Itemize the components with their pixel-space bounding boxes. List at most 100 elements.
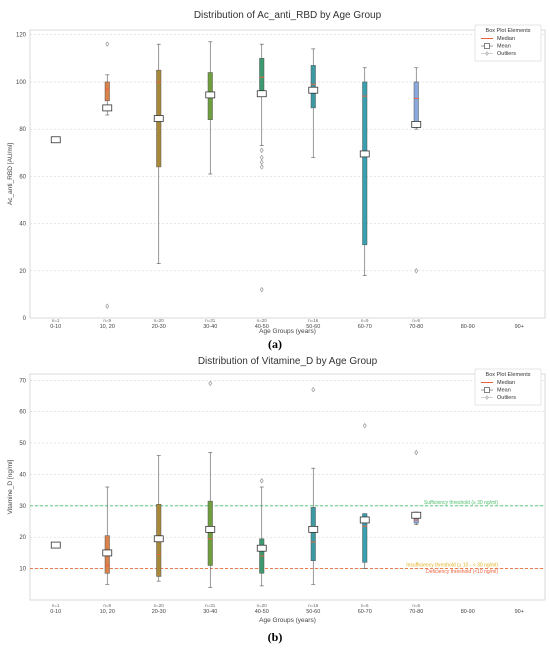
mean-marker bbox=[50, 136, 61, 144]
outlier-point bbox=[105, 303, 110, 309]
sample-count-label: n=6 bbox=[412, 603, 420, 608]
box-iqr bbox=[362, 513, 368, 563]
y-axis-label: Ac_anti_RBD [AU/ml] bbox=[7, 143, 14, 205]
sample-count-label: n=9 bbox=[103, 318, 111, 323]
box-group bbox=[102, 486, 113, 585]
mean-marker bbox=[411, 511, 422, 519]
legend-title: Box Plot Elements bbox=[486, 28, 531, 34]
box-group bbox=[153, 43, 164, 265]
mean-marker bbox=[102, 549, 113, 557]
x-tick-label: 10, 20 bbox=[100, 324, 115, 330]
x-tick-label: 80-90 bbox=[461, 609, 475, 615]
legend-outlier-swatch bbox=[485, 395, 489, 400]
legend-item-label: Median bbox=[497, 36, 515, 42]
legend-item-label: Mean bbox=[497, 44, 511, 50]
y-tick-label: 100 bbox=[16, 80, 27, 86]
mean-marker bbox=[205, 91, 216, 99]
box-group bbox=[50, 136, 61, 144]
legend-item-label: Outliers bbox=[497, 51, 516, 57]
x-tick-label: 60-70 bbox=[358, 324, 372, 330]
mean-marker bbox=[50, 541, 61, 549]
legend-outlier-swatch bbox=[485, 51, 489, 56]
y-tick-label: 10 bbox=[19, 567, 26, 573]
mean-marker bbox=[411, 121, 422, 128]
mean-marker bbox=[205, 525, 216, 533]
y-tick-label: 80 bbox=[19, 127, 26, 133]
box-iqr bbox=[310, 65, 316, 109]
x-tick-label: 20-30 bbox=[152, 324, 166, 330]
box-group bbox=[256, 43, 267, 293]
outlier-point bbox=[259, 164, 264, 170]
sample-count-label: n=5 bbox=[361, 603, 369, 608]
box-group bbox=[153, 455, 164, 582]
y-tick-label: 60 bbox=[19, 410, 26, 416]
legend-item-label: Mean bbox=[497, 388, 511, 394]
box-group bbox=[308, 48, 319, 158]
sample-count-label: n=5 bbox=[361, 318, 369, 323]
box-group bbox=[411, 449, 422, 525]
box-iqr bbox=[207, 500, 213, 566]
y-tick-label: 20 bbox=[19, 535, 26, 541]
outlier-point bbox=[362, 423, 367, 429]
chart-title: Distribution of Vitamine_D by Age Group bbox=[198, 356, 378, 367]
panel-label-b: (b) bbox=[267, 630, 283, 644]
outlier-point bbox=[414, 449, 419, 456]
box-iqr bbox=[259, 58, 265, 94]
sample-count-label: n=31 bbox=[205, 318, 216, 323]
box-iqr bbox=[362, 81, 368, 246]
x-tick-label: 70-80 bbox=[409, 609, 423, 615]
panel-label-a: (a) bbox=[268, 337, 282, 351]
mean-marker bbox=[102, 104, 113, 112]
mean-marker bbox=[256, 544, 267, 552]
y-tick-label: 40 bbox=[19, 472, 26, 478]
legend-title: Box Plot Elements bbox=[486, 372, 531, 378]
sample-count-label: n=20 bbox=[154, 318, 165, 323]
sample-count-label: n=1 bbox=[52, 318, 60, 323]
y-tick-label: 60 bbox=[19, 174, 26, 180]
legend-item-label: Outliers bbox=[497, 395, 516, 401]
outlier-point bbox=[414, 268, 419, 274]
outlier-point bbox=[259, 286, 264, 293]
plot-area bbox=[29, 29, 546, 319]
x-tick-label: 10, 20 bbox=[100, 609, 115, 615]
y-tick-label: 50 bbox=[19, 441, 26, 447]
box-group bbox=[359, 67, 370, 276]
outlier-point bbox=[259, 147, 264, 154]
mean-marker bbox=[256, 90, 267, 98]
x-tick-label: 0-10 bbox=[50, 324, 61, 330]
mean-marker bbox=[308, 525, 319, 533]
sample-count-label: n=31 bbox=[205, 603, 216, 608]
threshold-label: Sufficiency threshold (≥ 30 ng/ml) bbox=[424, 500, 498, 506]
mean-marker bbox=[359, 516, 370, 524]
threshold-label: Insufficiency threshold (≥ 10 - < 30 ng/… bbox=[406, 563, 498, 569]
x-tick-label: 90+ bbox=[515, 609, 524, 615]
threshold-label: Deficiency threshold (<10 ng/ml) bbox=[426, 569, 498, 575]
box-iqr bbox=[104, 81, 110, 102]
sample-count-label: n=20 bbox=[257, 318, 268, 323]
outlier-point bbox=[311, 386, 316, 393]
sample-count-label: n=9 bbox=[103, 603, 111, 608]
legend-box bbox=[474, 24, 542, 62]
mean-marker bbox=[153, 535, 164, 543]
box-group bbox=[308, 386, 319, 585]
legend-mean-swatch bbox=[484, 43, 490, 49]
x-tick-label: 70-80 bbox=[409, 324, 423, 330]
box-group bbox=[256, 477, 267, 587]
box-group bbox=[50, 541, 61, 549]
legend-item-label: Median bbox=[497, 380, 515, 386]
outlier-point bbox=[105, 41, 110, 47]
y-tick-label: 70 bbox=[19, 378, 26, 384]
box-group bbox=[205, 41, 216, 175]
y-tick-label: 40 bbox=[19, 222, 26, 228]
chart-panel-a: Distribution of Ac_anti_RBD by Age Group… bbox=[7, 10, 546, 335]
x-axis-label: Age Groups (years) bbox=[259, 328, 316, 335]
box-iqr bbox=[310, 507, 316, 562]
outlier-point bbox=[208, 380, 213, 387]
x-axis-label: Age Groups (years) bbox=[259, 617, 316, 624]
x-tick-label: 20-30 bbox=[152, 609, 166, 615]
x-tick-label: 50-60 bbox=[306, 609, 320, 615]
x-tick-label: 0-10 bbox=[50, 609, 61, 615]
